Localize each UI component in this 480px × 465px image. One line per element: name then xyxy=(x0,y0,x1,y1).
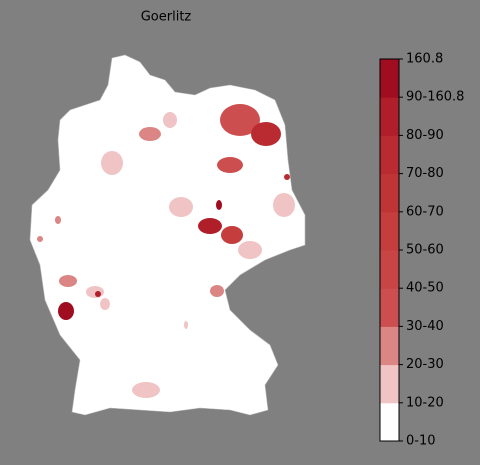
district xyxy=(169,197,193,217)
district xyxy=(220,104,260,136)
color-band xyxy=(380,211,399,251)
district xyxy=(216,200,222,210)
country-outline xyxy=(29,54,306,416)
color-band xyxy=(380,135,399,175)
district xyxy=(139,127,161,141)
colorbar-label: 80-90 xyxy=(406,128,444,143)
district xyxy=(55,216,61,224)
color-band xyxy=(380,288,399,327)
district xyxy=(132,382,160,398)
district xyxy=(238,241,262,259)
colorbar-label: 90-160.8 xyxy=(406,90,464,105)
colorbar-label: 70-80 xyxy=(406,166,444,181)
district xyxy=(217,157,243,173)
district xyxy=(251,122,281,146)
district xyxy=(284,174,290,180)
district xyxy=(58,302,74,320)
color-band xyxy=(380,250,399,289)
district xyxy=(198,218,222,234)
district xyxy=(37,236,43,242)
district xyxy=(163,112,177,128)
colorbar: 0-10 10-20 20-30 30-40 40-50 50-60 60-70 70-80 8… xyxy=(379,52,464,449)
district xyxy=(100,298,110,310)
map-title: Goerlitz xyxy=(141,10,192,25)
district xyxy=(59,275,77,287)
colorbar-label: 160.8 xyxy=(406,52,443,67)
district xyxy=(184,321,188,329)
district xyxy=(273,193,295,217)
germany-map xyxy=(29,54,306,416)
district xyxy=(86,286,104,298)
district xyxy=(95,291,101,297)
colorbar-label: 60-70 xyxy=(406,204,444,219)
color-band xyxy=(380,59,399,98)
colorbar-label: 0-10 xyxy=(406,434,436,449)
colorbar-label: 30-40 xyxy=(406,319,444,334)
district xyxy=(221,226,243,244)
colorbar-label: 50-60 xyxy=(406,243,444,258)
colorbar-label: 40-50 xyxy=(406,281,444,296)
district xyxy=(210,285,224,297)
colorbar-label: 10-20 xyxy=(406,395,444,410)
color-band xyxy=(380,402,399,442)
color-band xyxy=(380,173,399,213)
color-band xyxy=(380,326,399,366)
colorbar-label: 20-30 xyxy=(406,357,444,372)
color-band xyxy=(380,97,399,136)
color-band xyxy=(380,364,399,404)
district xyxy=(101,151,123,175)
